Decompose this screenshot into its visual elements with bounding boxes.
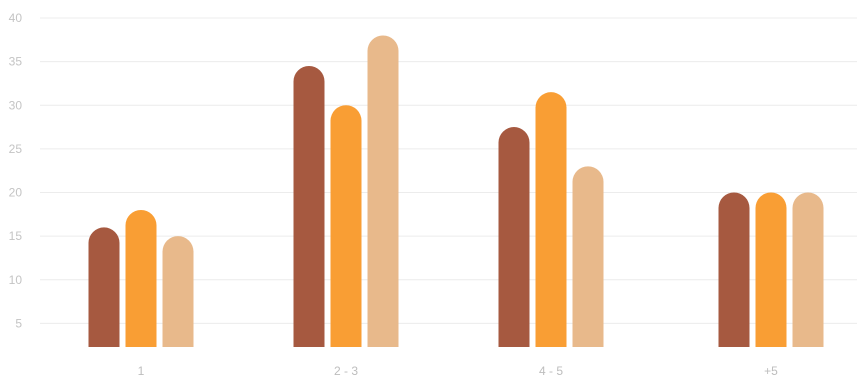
y-tick-label: 30 <box>9 98 23 112</box>
x-tick-label: 2 - 3 <box>334 364 358 378</box>
bar-2-0 <box>498 127 530 347</box>
x-tick-label: +5 <box>764 364 778 378</box>
bar-2-1 <box>535 92 567 347</box>
bar-1-0 <box>293 65 325 348</box>
bar-1-2 <box>367 35 399 347</box>
bar-3-1 <box>755 192 787 347</box>
bar-0-1 <box>125 209 157 347</box>
bar-0-2 <box>162 236 194 347</box>
y-tick-label: 20 <box>9 186 23 200</box>
x-tick-label: 4 - 5 <box>539 364 563 378</box>
bar-0-0 <box>88 227 120 347</box>
y-tick-label: 5 <box>15 316 22 330</box>
bar-1-1 <box>330 105 362 347</box>
x-tick-label: 1 <box>138 364 145 378</box>
y-tick-label: 10 <box>9 273 23 287</box>
y-tick-label: 25 <box>9 142 23 156</box>
bar-3-0 <box>718 192 750 347</box>
y-tick-label: 35 <box>9 55 23 69</box>
y-tick-label: 15 <box>9 229 23 243</box>
bar-3-2 <box>792 192 824 347</box>
y-tick-label: 40 <box>9 11 23 25</box>
bar-2-2 <box>572 166 604 347</box>
